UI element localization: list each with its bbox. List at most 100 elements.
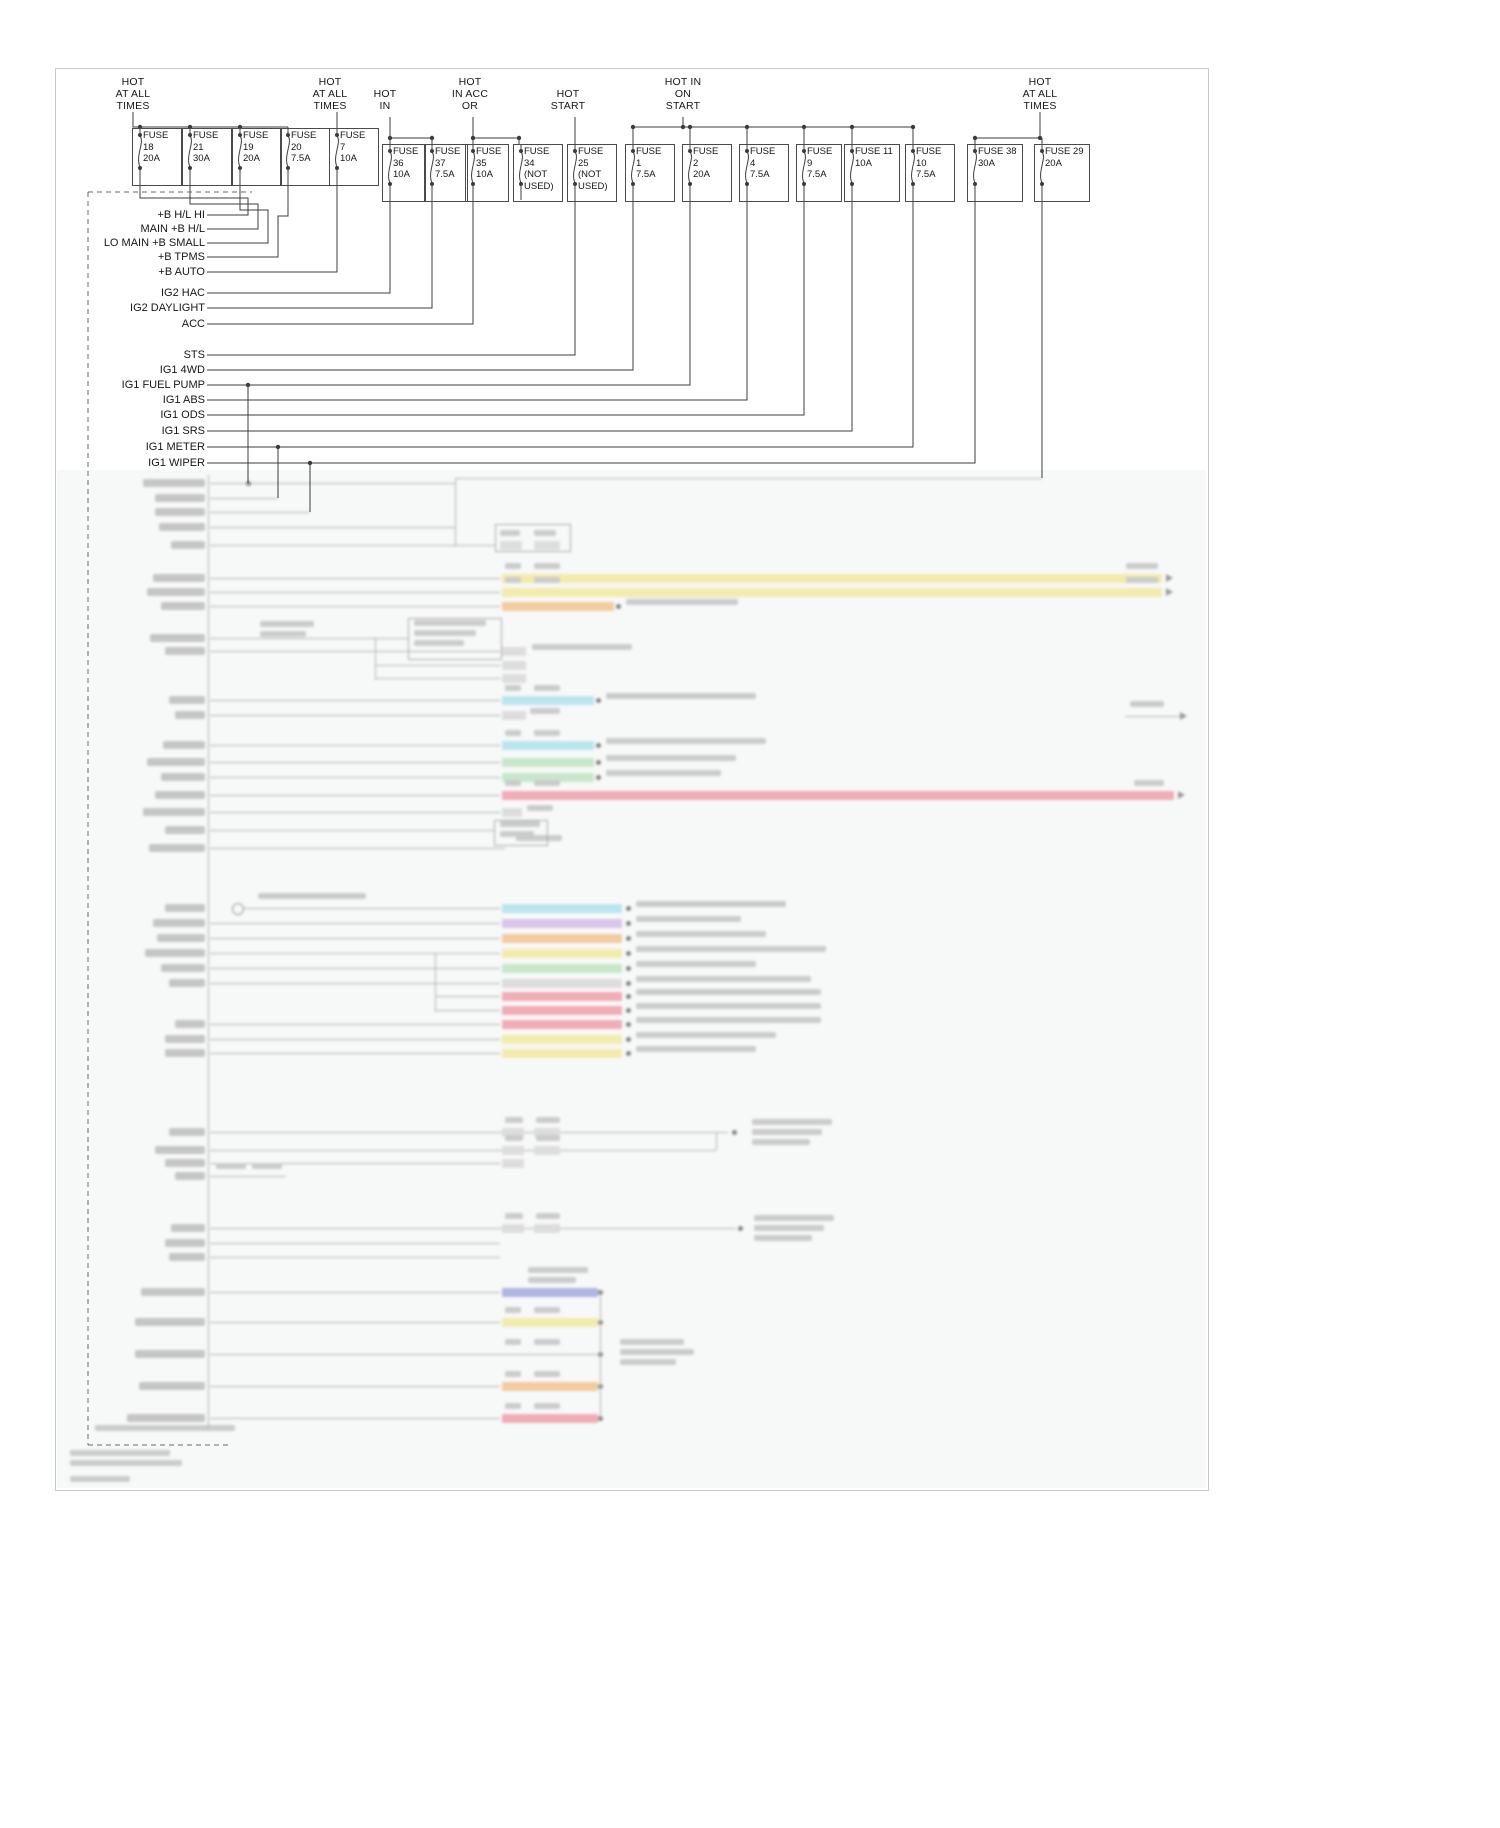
blurred-text	[620, 1339, 684, 1345]
wire-line	[210, 777, 500, 778]
fuse-terminal-dot	[1040, 149, 1044, 153]
blurred-text	[636, 1017, 821, 1023]
blurred-circuit-label	[165, 1159, 205, 1167]
blurred-text	[534, 1403, 560, 1409]
circuit-label: +B TPMS	[157, 251, 205, 263]
fuse-terminal-dot	[911, 149, 915, 153]
blurred-text	[528, 1277, 576, 1283]
fuse-box	[382, 144, 426, 202]
wire-line	[210, 527, 455, 528]
junction-dot	[596, 775, 601, 780]
blurred-circuit-label	[149, 844, 205, 852]
power-feed-label: HOT START	[550, 88, 586, 112]
fuse-element	[573, 151, 577, 184]
blurred-text	[70, 1460, 182, 1466]
junction-dot	[246, 481, 251, 486]
fuse-label: FUSE 19 20A	[243, 130, 269, 164]
wire-color-band	[502, 696, 594, 705]
wire-line	[210, 953, 500, 954]
wire-line	[210, 498, 278, 499]
fuse-terminal-dot	[745, 182, 749, 186]
blurred-text	[532, 644, 632, 650]
connector-box	[495, 524, 571, 552]
junction-dot	[616, 604, 621, 609]
circuit-label: IG1 FUEL PUMP	[121, 379, 205, 391]
wire-line	[210, 1257, 500, 1258]
wire-line	[210, 1150, 716, 1151]
wire-color-band	[534, 1224, 560, 1233]
fuse-terminal-dot	[631, 149, 635, 153]
wire-line-vertical	[600, 1292, 601, 1418]
wire-line	[210, 638, 408, 639]
wire-color-band	[502, 1146, 524, 1155]
circuit-label: IG1 4WD	[159, 364, 205, 376]
fuse-label: FUSE 25 (NOT USED)	[578, 146, 608, 192]
wire-line	[210, 512, 310, 513]
wire-line	[210, 1176, 286, 1177]
fuse-terminal-dot	[138, 166, 142, 170]
blurred-text	[534, 577, 560, 583]
fuse-element	[1040, 151, 1044, 184]
fuse-element	[911, 151, 915, 184]
fuse-box	[182, 128, 232, 186]
wire-color-band	[534, 1128, 560, 1137]
junction-dot	[626, 936, 631, 941]
blurred-text	[505, 1135, 523, 1141]
fuse-terminal-dot	[973, 182, 977, 186]
blurred-circuit-label	[175, 1172, 205, 1180]
fuse-terminal-dot	[1040, 182, 1044, 186]
wire-line	[210, 1163, 500, 1164]
blurred-text	[536, 1117, 560, 1123]
wire-color-band	[502, 904, 622, 913]
fuse-element	[688, 151, 692, 184]
fuse-terminal-dot	[430, 149, 434, 153]
blurred-text	[1126, 563, 1158, 569]
wire-line	[1125, 716, 1180, 717]
blurred-text	[500, 821, 540, 827]
wire-color-band	[500, 541, 522, 550]
blurred-circuit-label	[165, 904, 205, 912]
wire-line	[435, 996, 500, 997]
fuse-label: FUSE 9 7.5A	[807, 146, 833, 180]
fuse-terminal-dot	[388, 149, 392, 153]
wire-color-band	[502, 674, 526, 683]
blurred-text	[636, 961, 756, 967]
blurred-text	[260, 631, 306, 637]
wire-line	[210, 938, 500, 939]
junction-dot	[626, 1037, 631, 1042]
wire-color-band	[502, 711, 526, 720]
blurred-text	[620, 1359, 676, 1365]
blurred-circuit-label	[147, 588, 205, 596]
circuit-label: +B AUTO	[158, 266, 205, 278]
fuse-box	[1034, 144, 1090, 202]
wire-line	[210, 1228, 736, 1229]
blurred-circuit-label	[147, 758, 205, 766]
blurred-circuit-label	[150, 634, 205, 642]
blurred-text	[505, 1307, 521, 1313]
blurred-circuit-label	[153, 574, 205, 582]
wire-color-band	[534, 541, 560, 550]
blurred-circuit-label	[163, 741, 205, 749]
blurred-text	[754, 1215, 834, 1221]
blurred-text	[606, 770, 721, 776]
wire-color-band	[502, 1049, 622, 1058]
blurred-text	[527, 805, 553, 811]
wire-line	[210, 762, 500, 763]
wire-line	[210, 812, 500, 813]
junction-dot	[596, 760, 601, 765]
fuse-element	[802, 151, 806, 184]
wire-color-band	[502, 1006, 622, 1015]
wire-line	[210, 1053, 500, 1054]
fuse-label: FUSE 38 30A	[978, 146, 1017, 169]
wire-line	[210, 1386, 500, 1387]
fuse-terminal-dot	[688, 182, 692, 186]
blurred-circuit-label	[165, 1049, 205, 1057]
blurred-text	[505, 685, 521, 691]
blurred-text	[534, 685, 560, 691]
power-feed-label: HOT AT ALL TIMES	[312, 76, 348, 112]
fuse-terminal-dot	[286, 166, 290, 170]
lower-section-background	[57, 470, 1206, 1488]
junction-dot	[626, 921, 631, 926]
